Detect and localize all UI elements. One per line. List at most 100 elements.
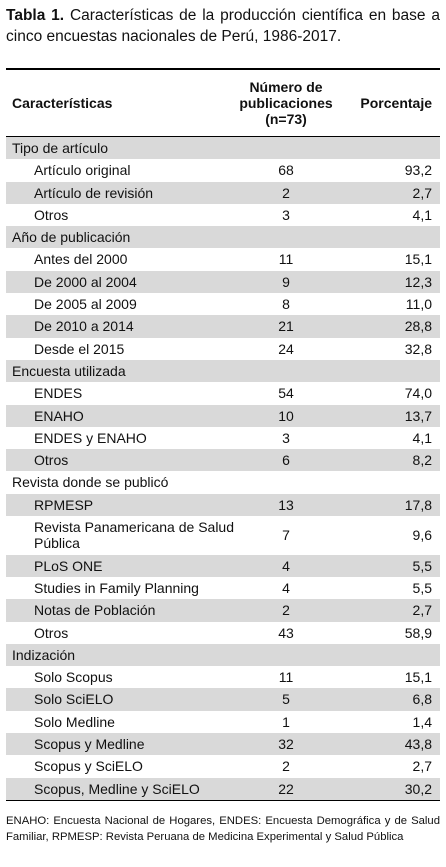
row-label: Otros [6,449,236,472]
title-label: Tabla 1. [6,7,65,24]
percent-cell: 74,0 [404,385,432,402]
data-row: De 2010 a 2014 21 28,8 [6,315,440,338]
data-row: Notas de Población 2 2,7 [6,599,440,622]
row-label: Artículo de revisión [6,181,236,204]
section-row: Encuesta utilizada [6,359,440,383]
section-row: Tipo de artículo [6,136,440,160]
count-cell: 5 [236,688,336,711]
percent-cell: 6,8 [336,688,440,711]
data-row: ENDES y ENAHO 3 4,1 [6,427,440,449]
percent-cell: 9,6 [412,527,432,544]
percent-cell: 12,3 [336,270,440,294]
row-label: De 2000 al 2004 [6,270,236,294]
data-row: Otros 6 8,2 [6,449,440,472]
section-row: Revista donde se publicó [6,471,440,493]
row-label: Scopus, Medline y SciELO [6,777,236,801]
count-cell: 2 [236,599,336,622]
count-cell: 3 [282,206,290,223]
percent-cell: 15,1 [404,669,432,686]
data-row: ENAHO 10 13,7 [6,404,440,427]
data-row: Studies in Family Planning 4 5,5 [6,577,440,599]
data-row: Artículo de revisión 2 2,7 [6,181,440,204]
count-cell: 9 [236,270,336,294]
count-cell: 11 [278,669,294,686]
data-row: Otros 43 58,9 [6,622,440,644]
data-row: Solo Medline 1 1,4 [6,711,440,733]
table-title: Tabla 1. Características de la producció… [6,5,440,47]
count-cell: 8 [282,296,290,313]
percent-cell: 28,8 [336,315,440,338]
count-cell: 54 [278,385,294,402]
data-row: ENDES 54 74,0 [6,382,440,404]
column-header: Características [6,68,236,137]
row-label: De 2005 al 2009 [34,296,137,313]
data-row: Solo SciELO 5 6,8 [6,688,440,711]
data-row: Artículo original 68 93,2 [6,159,440,181]
table-body: Tipo de artículo Artículo original 68 93,2 A… [6,136,440,801]
title-text: Características de la producción científ… [6,7,440,45]
data-row: Scopus, Medline y SciELO 22 30,2 [6,777,440,801]
row-label: Solo SciELO [6,688,236,711]
row-label: ENAHO [6,404,236,427]
percent-cell: 8,2 [336,449,440,472]
column-header: Porcentaje [336,68,440,137]
data-row: PLoS ONE 4 5,5 [6,554,440,577]
data-row: Scopus y Medline 32 43,8 [6,733,440,756]
percent-cell: 43,8 [336,733,440,756]
footnote: ENAHO: Encuesta Nacional de Hogares, END… [6,815,440,843]
section-title: Indización [6,643,440,667]
percent-cell: 2,7 [336,181,440,204]
count-cell: 43 [278,624,294,641]
row-label: Solo Scopus [34,669,113,686]
count-cell: 22 [236,777,336,801]
table: Características Número de publicaciones … [6,68,440,801]
row-label: PLoS ONE [6,554,236,577]
row-label: Solo Medline [34,713,115,730]
count-cell: 4 [236,554,336,577]
row-label: De 2010 a 2014 [6,315,236,338]
row-label: Otros [34,624,69,641]
count-cell: 3 [282,429,290,446]
section-title: Encuesta utilizada [6,359,440,383]
data-row: Solo Scopus 11 15,1 [6,666,440,688]
row-label: Artículo original [34,162,131,179]
row-label: Studies in Family Planning [34,579,199,596]
header-row: Características Número de publicaciones … [6,68,440,137]
row-label: Scopus y Medline [6,733,236,756]
section-title: Revista donde se publicó [12,474,169,491]
count-cell: 10 [236,404,336,427]
count-cell: 32 [236,733,336,756]
row-label: ENDES [34,385,83,402]
row-label: Scopus y SciELO [34,758,143,775]
percent-cell: 2,7 [412,758,432,775]
data-row: Revista Panamericana de Salud Pública 7 9,… [6,516,440,555]
percent-cell: 4,1 [412,429,432,446]
section-title: Año de publicación [6,226,440,249]
count-cell: 21 [236,315,336,338]
count-cell: 13 [236,493,336,517]
count-cell: 6 [236,449,336,472]
row-label: Notas de Población [6,599,236,622]
count-cell: 68 [278,162,294,179]
percent-cell: 11,0 [405,296,432,313]
data-row: De 2005 al 2009 8 11,0 [6,293,440,315]
data-row: Otros 3 4,1 [6,204,440,226]
row-label: RPMESP [6,493,236,517]
data-row: De 2000 al 2004 9 12,3 [6,270,440,294]
count-cell: 4 [282,579,290,596]
percent-cell: 58,9 [404,624,432,641]
data-row: RPMESP 13 17,8 [6,493,440,517]
percent-cell: 5,5 [336,554,440,577]
percent-cell: 30,2 [336,777,440,801]
count-cell: 11 [278,251,294,268]
count-cell: 1 [282,713,290,730]
section-title: Tipo de artículo [6,136,440,160]
percent-cell: 15,1 [404,251,432,268]
row-label: ENDES y ENAHO [34,429,147,446]
percent-cell: 17,8 [336,493,440,517]
data-row: Desde el 2015 24 32,8 [6,338,440,360]
percent-cell: 13,7 [336,404,440,427]
percent-cell: 5,5 [412,579,432,596]
percent-cell: 93,2 [404,162,432,179]
